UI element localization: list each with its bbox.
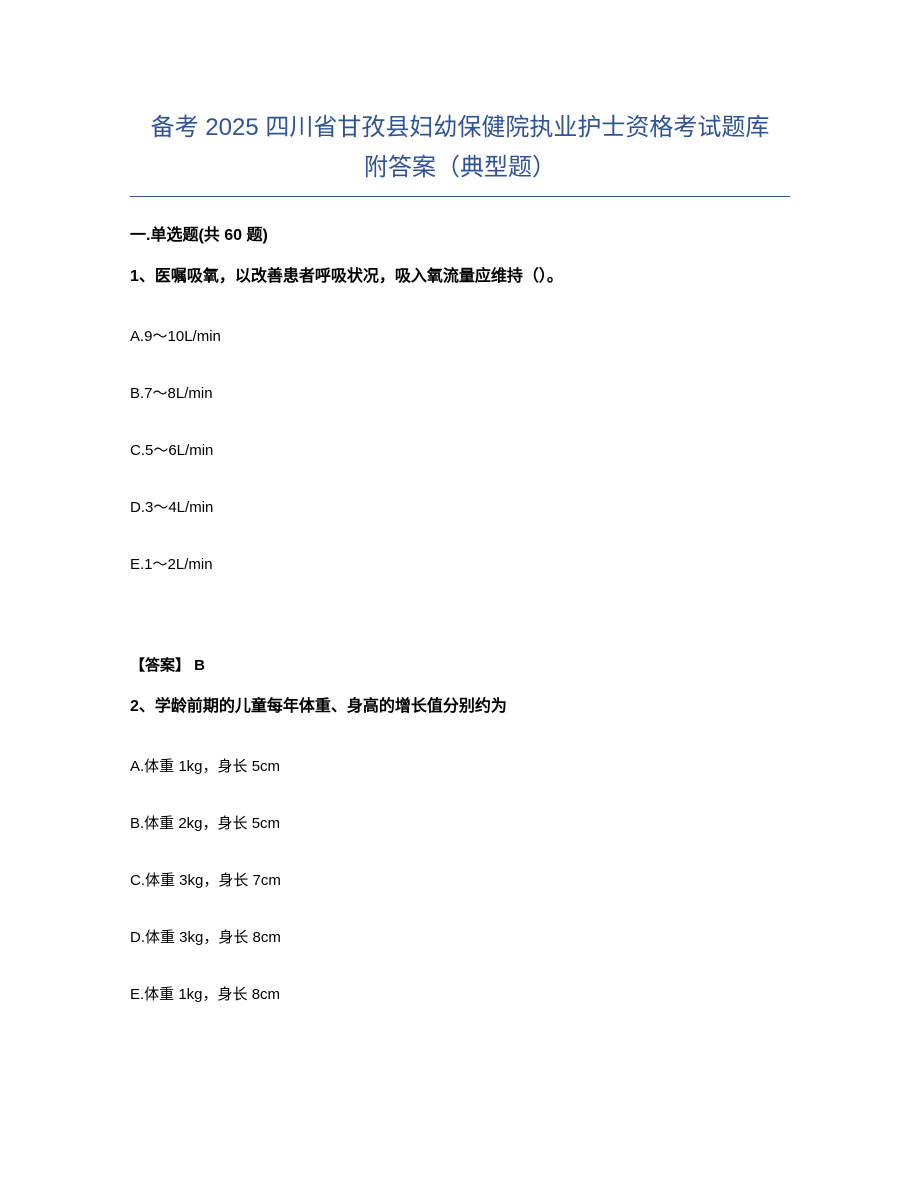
question-1-option-d: D.3～4L/min [130, 496, 790, 517]
document-title-line2: 附答案（典型题） [130, 150, 790, 186]
answer-label: 【答案】 [130, 657, 194, 674]
title-divider [130, 196, 790, 197]
question-2-text: 2、学龄前期的儿童每年体重、身高的增长值分别约为 [130, 695, 790, 719]
question-2-option-a: A.体重 1kg，身长 5cm [130, 755, 790, 776]
question-1-text: 1、医嘱吸氧，以改善患者呼吸状况，吸入氧流量应维持（）。 [130, 265, 790, 289]
question-2-option-d: D.体重 3kg，身长 8cm [130, 926, 790, 947]
question-2-option-b: B.体重 2kg，身长 5cm [130, 812, 790, 833]
question-1-option-a: A.9～10L/min [130, 325, 790, 346]
document-page: 备考 2025 四川省甘孜县妇幼保健院执业护士资格考试题库 附答案（典型题） 一… [0, 0, 920, 1120]
question-1-option-b: B.7～8L/min [130, 382, 790, 403]
document-title-line1: 备考 2025 四川省甘孜县妇幼保健院执业护士资格考试题库 [130, 110, 790, 146]
question-2-option-e: E.体重 1kg，身长 8cm [130, 983, 790, 1004]
question-1-answer: 【答案】 B [130, 654, 790, 675]
answer-value: B [194, 657, 205, 674]
section-heading: 一.单选题(共 60 题) [130, 221, 790, 245]
question-1-option-c: C.5～6L/min [130, 439, 790, 460]
question-1-option-e: E.1～2L/min [130, 553, 790, 574]
question-2-option-c: C.体重 3kg，身长 7cm [130, 869, 790, 890]
